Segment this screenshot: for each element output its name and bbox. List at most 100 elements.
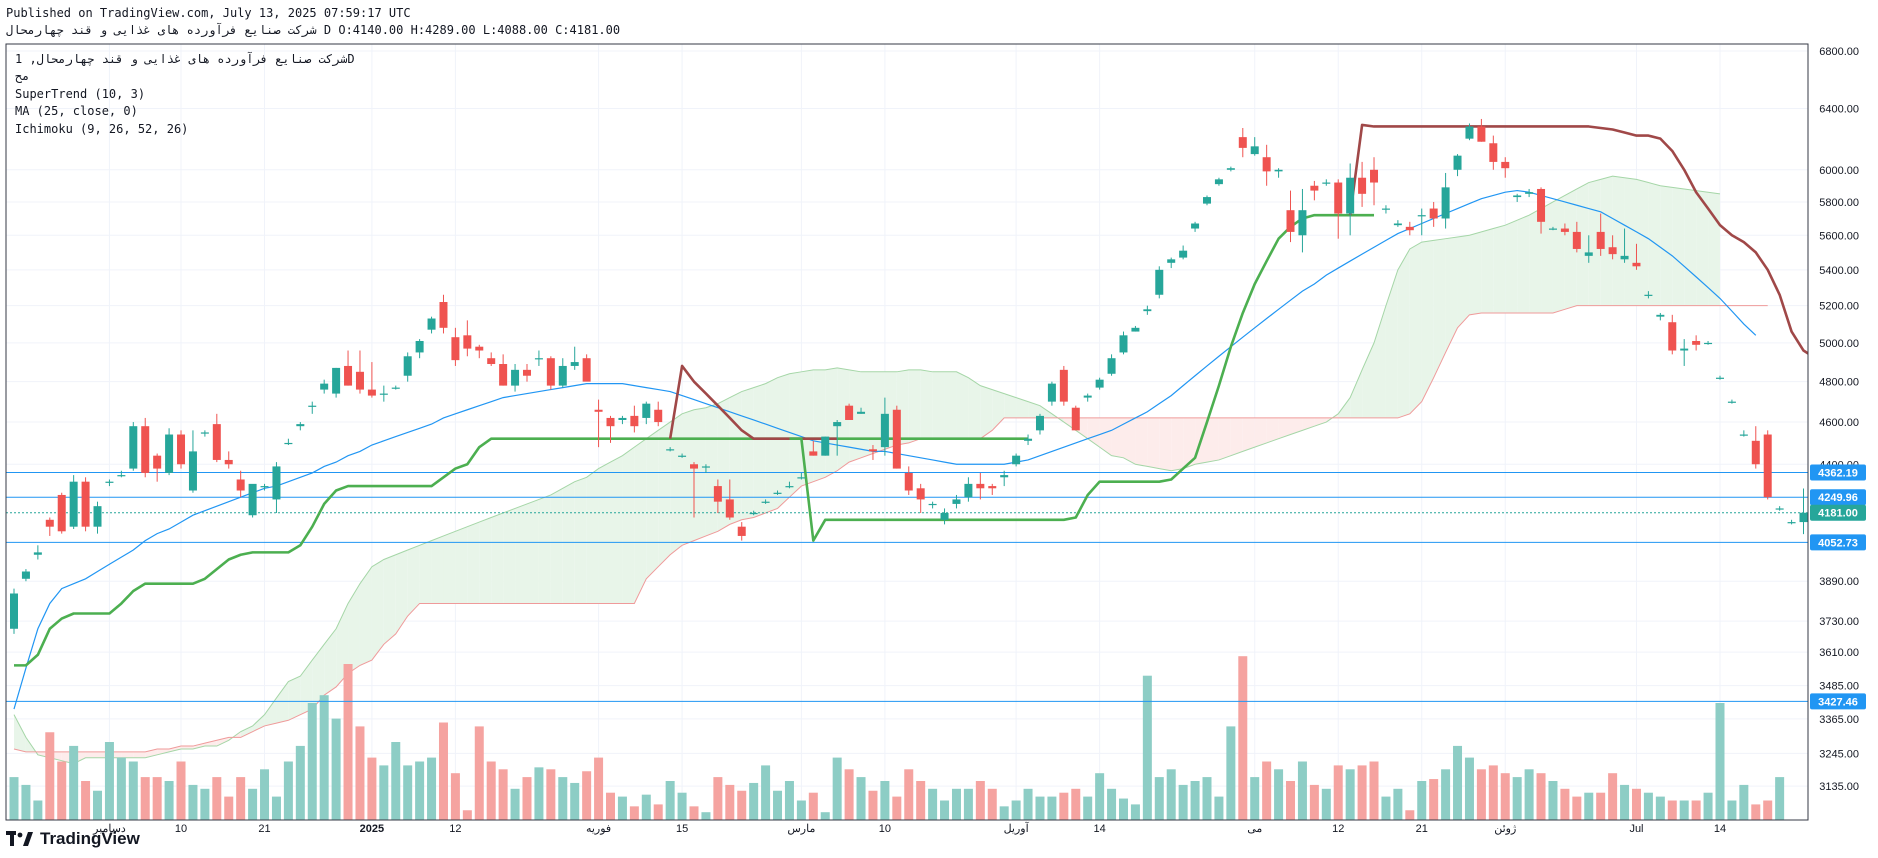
volume-bar: [1142, 675, 1152, 820]
tradingview-logo: TradingView: [6, 829, 140, 849]
supertrend-line: [14, 437, 1029, 667]
volume-bar: [904, 769, 914, 820]
ichimoku-cloud-segment: [908, 369, 921, 443]
volume-bar: [1536, 773, 1546, 820]
x-axis-tick-label: Jul: [1629, 823, 1643, 835]
volume-bar: [164, 781, 174, 820]
y-axis-tick-label: 5800.00: [1819, 197, 1859, 209]
volume-bar: [1453, 745, 1463, 820]
ichimoku-cloud-segment: [1552, 195, 1565, 313]
ichimoku-cloud-segment: [324, 628, 337, 696]
candle-body: [1035, 415, 1044, 431]
ichimoku-cloud-segment: [992, 389, 1005, 431]
volume-bar: [987, 788, 997, 820]
volume-bar: [1548, 781, 1558, 820]
ichimoku-cloud-segment: [395, 550, 408, 634]
candle-body: [1262, 157, 1271, 172]
candle-body: [630, 415, 639, 427]
volume-bar: [1238, 656, 1248, 820]
level-price-label-bg: [1810, 464, 1866, 481]
candle-body: [582, 358, 591, 382]
candle-body: [928, 503, 937, 506]
candle-body: [845, 405, 854, 420]
candle-body: [511, 369, 520, 386]
candle-body: [594, 409, 603, 412]
candle-body: [1119, 335, 1128, 353]
candle-body: [1167, 259, 1176, 263]
ichimoku-cloud-segment: [1481, 228, 1494, 313]
candle-body: [1024, 438, 1033, 441]
volume-bar: [319, 695, 329, 820]
ichimoku-cloud-segment: [646, 430, 659, 579]
candle-body: [379, 393, 388, 395]
candle-body: [212, 424, 221, 460]
volume-bar: [152, 777, 162, 820]
volume-bar: [379, 765, 389, 820]
candle-body: [1358, 177, 1367, 194]
candle-body: [1429, 208, 1438, 219]
volume-bar: [427, 757, 437, 820]
volume-bar: [33, 800, 43, 820]
volume-bar: [1596, 792, 1606, 820]
volume-bar: [104, 742, 114, 820]
candle-body: [654, 409, 663, 423]
candle-body: [558, 365, 567, 386]
volume-bar: [1500, 773, 1510, 820]
candle-body: [1680, 348, 1689, 351]
ichimoku-cloud-segment: [1576, 182, 1589, 306]
x-axis-tick-label: دسامبر: [92, 823, 126, 835]
volume-bar: [1357, 765, 1367, 820]
candle-body: [797, 477, 806, 479]
volume-bar: [1118, 798, 1128, 820]
volume-bar: [438, 722, 448, 820]
ichimoku-cloud-segment: [252, 714, 265, 732]
candle-body: [1513, 195, 1522, 198]
candle-body: [57, 494, 66, 532]
volume-bar: [1441, 769, 1451, 820]
ichimoku-cloud-segment: [550, 488, 563, 604]
volume-bar: [856, 777, 866, 820]
volume-bar: [653, 804, 663, 820]
candle-body: [165, 434, 174, 473]
volume-bar: [415, 761, 425, 820]
ichimoku-cloud-segment: [1254, 417, 1267, 448]
volume-bar: [1154, 777, 1164, 820]
tradingview-logo-icon: [6, 831, 34, 847]
ichimoku-cloud-segment: [419, 540, 432, 604]
volume-bar: [1476, 769, 1486, 820]
volume-bar: [1166, 769, 1176, 820]
volume-bar: [689, 806, 699, 820]
volume-bar: [1488, 765, 1498, 820]
candle-body: [1238, 137, 1247, 148]
volume-bar: [486, 761, 496, 820]
ichimoku-cloud-segment: [634, 438, 647, 604]
volume-bar: [1775, 777, 1785, 820]
candle-body: [1059, 369, 1068, 402]
candle-body: [1226, 168, 1235, 170]
candle-body: [737, 526, 746, 536]
candle-body: [284, 442, 293, 445]
candle-body: [1656, 314, 1665, 317]
candle-body: [1608, 247, 1617, 255]
ichimoku-cloud-segment: [1016, 397, 1029, 418]
legend-supertrend[interactable]: SuperTrend (10, 3): [15, 87, 146, 101]
y-axis-tick-label: 4600.00: [1819, 417, 1859, 429]
last-price-label: 4181.00: [1818, 508, 1858, 520]
ichimoku-cloud-segment: [371, 559, 384, 661]
x-axis-tick-label: مارس: [787, 823, 815, 835]
volume-bar: [1393, 788, 1403, 820]
candle-body: [69, 481, 78, 527]
volume-bar: [1620, 784, 1630, 820]
candle-body: [976, 483, 985, 489]
candle-body: [260, 486, 269, 488]
ichimoku-cloud-segment: [1660, 185, 1673, 306]
ichimoku-cloud-segment: [1564, 188, 1577, 310]
legend-ichimoku[interactable]: Ichimoku (9, 26, 52, 26): [15, 122, 189, 136]
volume-bar: [200, 788, 210, 820]
legend-ma[interactable]: MA (25, close, 0): [15, 104, 138, 118]
volume-bar: [212, 777, 222, 820]
ichimoku-cloud-segment: [1039, 405, 1052, 418]
candle-body: [105, 481, 114, 483]
volume-bar: [665, 781, 675, 820]
